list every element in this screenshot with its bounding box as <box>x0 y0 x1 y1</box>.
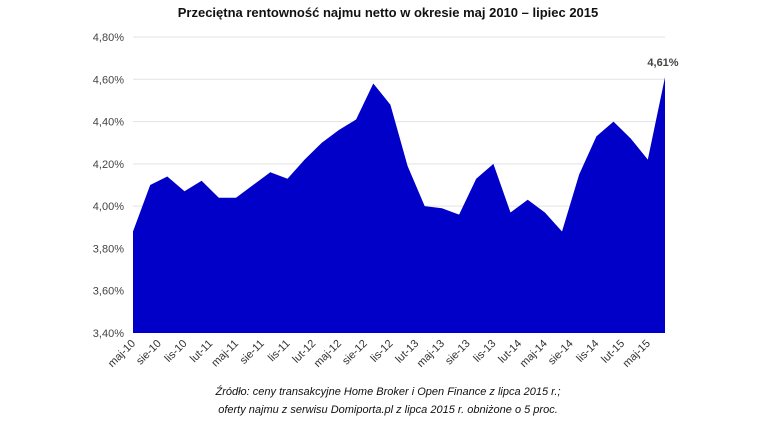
x-tick-label: maj-15 <box>621 338 653 370</box>
source-note-line2: oferty najmu z serwisu Domiporta.pl z li… <box>218 404 558 416</box>
y-tick-label: 4,60% <box>93 74 124 86</box>
x-tick-label: sie-11 <box>238 338 267 367</box>
x-tick-label: maj-10 <box>106 338 138 370</box>
y-tick-label: 4,80% <box>93 32 124 44</box>
x-tick-label: lis-11 <box>266 338 293 365</box>
x-tick-label: sie-12 <box>340 338 370 368</box>
x-tick-label: maj-14 <box>518 338 550 370</box>
x-tick-label: lis-10 <box>163 338 190 365</box>
data-label: 4,61% <box>647 57 678 69</box>
chart-title: Przeciętna rentowność najmu netto w okre… <box>178 5 599 20</box>
x-tick-label: sie-13 <box>443 338 473 368</box>
x-tick-label: sie-10 <box>134 338 164 368</box>
y-tick-label: 4,00% <box>93 201 124 213</box>
data-labels: 4,61% <box>647 57 678 69</box>
x-tick-label: sie-14 <box>546 338 576 368</box>
x-tick-label: maj-13 <box>415 338 447 370</box>
y-tick-label: 3,60% <box>93 286 124 298</box>
y-axis: 3,40% 3,60% 3,80% 4,00% 4,20% 4,40% 4,60% 4,80% <box>93 32 124 340</box>
x-tick-label: maj-11 <box>209 338 241 370</box>
y-tick-label: 4,40% <box>93 117 124 129</box>
y-tick-label: 3,80% <box>93 243 124 255</box>
y-tick-label: 4,20% <box>93 159 124 171</box>
x-tick-label: lis-13 <box>471 338 498 365</box>
y-tick-label: 3,40% <box>93 328 124 340</box>
x-tick-label: maj-12 <box>312 338 344 370</box>
x-tick-label: lis-12 <box>368 338 395 365</box>
x-tick-label: lis-14 <box>574 338 601 365</box>
yield-area <box>133 77 665 333</box>
source-note-line1: Źródło: ceny transakcyjne Home Broker i … <box>214 385 560 398</box>
